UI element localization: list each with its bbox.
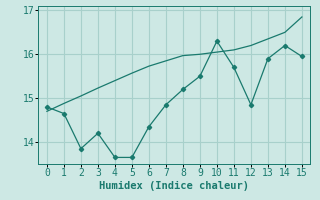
X-axis label: Humidex (Indice chaleur): Humidex (Indice chaleur) — [100, 181, 249, 191]
